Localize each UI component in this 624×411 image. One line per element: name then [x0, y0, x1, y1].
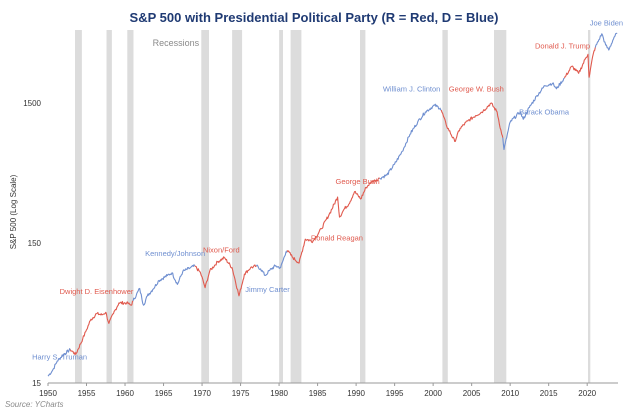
series-line-donald-j-trump: [563, 47, 596, 79]
y-tick-label: 1500: [23, 99, 41, 108]
recession-band: [127, 30, 134, 383]
series-line-harry-s-truman: [47, 348, 71, 377]
y-tick-label: 15: [32, 379, 41, 388]
series-line-kennedy-johnson: [132, 264, 196, 306]
series-line-george-bush: [348, 177, 380, 205]
recession-band: [588, 30, 591, 383]
x-tick-label: 1985: [309, 389, 327, 398]
president-label: Kennedy/Johnson: [145, 249, 205, 258]
series-line-george-w-bush: [440, 102, 504, 142]
series-line-nixon-ford: [194, 256, 257, 297]
president-label: Ronald Reagan: [311, 234, 363, 243]
president-label: George W. Bush: [449, 84, 504, 93]
series-line-dwight-d-eisenhower: [69, 300, 134, 355]
x-tick-label: 1965: [155, 389, 173, 398]
recession-band: [232, 30, 243, 383]
recession-band: [106, 30, 112, 383]
y-tick-label: 150: [28, 239, 42, 248]
president-label: Dwight D. Eisenhower: [60, 287, 134, 296]
x-tick-label: 1970: [193, 389, 211, 398]
recession-band: [279, 30, 283, 383]
x-tick-label: 1955: [78, 389, 96, 398]
recession-band: [75, 30, 82, 383]
president-label: Harry S. Truman: [32, 353, 87, 362]
x-tick-label: 1975: [232, 389, 250, 398]
x-tick-label: 1960: [116, 389, 134, 398]
president-label: Joe Biden: [590, 18, 623, 27]
series-line-joe-biden: [594, 32, 618, 51]
x-tick-label: 1995: [386, 389, 404, 398]
recession-band: [201, 30, 209, 383]
x-tick-label: 2020: [578, 389, 596, 398]
president-label: Donald J. Trump: [535, 41, 590, 50]
series-line-william-j-clinton: [379, 103, 442, 180]
source-note: Source: YCharts: [5, 400, 64, 409]
x-tick-label: 1980: [270, 389, 288, 398]
president-label: Nixon/Ford: [203, 246, 240, 255]
x-tick-label: 2010: [501, 389, 519, 398]
recession-bands: Recessions: [75, 30, 591, 383]
recession-band: [360, 30, 366, 383]
axes: 1950 1955 1960 1965 1970 1975 1980 1985 1990 1995…: [23, 99, 618, 398]
x-tick-label: 1990: [347, 389, 365, 398]
series-line-barack-obama: [502, 77, 565, 151]
price-series: [47, 32, 618, 377]
x-tick-label: 2005: [463, 389, 481, 398]
president-label: Jimmy Carter: [245, 285, 290, 294]
chart-title: S&P 500 with Presidential Political Part…: [130, 10, 499, 25]
series-line-ronald-reagan: [286, 196, 350, 264]
recession-band: [442, 30, 448, 383]
y-axis-label: S&P 500 (Log Scale): [9, 174, 18, 249]
recession-band: [290, 30, 302, 383]
recession-legend-label: Recessions: [153, 38, 200, 48]
president-label: William J. Clinton: [383, 84, 441, 93]
president-label: Barack Obama: [519, 108, 570, 117]
x-tick-label: 2015: [540, 389, 558, 398]
president-label: George Bush: [335, 177, 379, 186]
x-tick-label: 1950: [39, 389, 57, 398]
president-labels: Harry S. Truman Dwight D. Eisenhower Kenne…: [32, 18, 623, 361]
x-tick-label: 2000: [424, 389, 442, 398]
recession-band: [494, 30, 507, 383]
series-line-jimmy-carter: [255, 250, 288, 277]
